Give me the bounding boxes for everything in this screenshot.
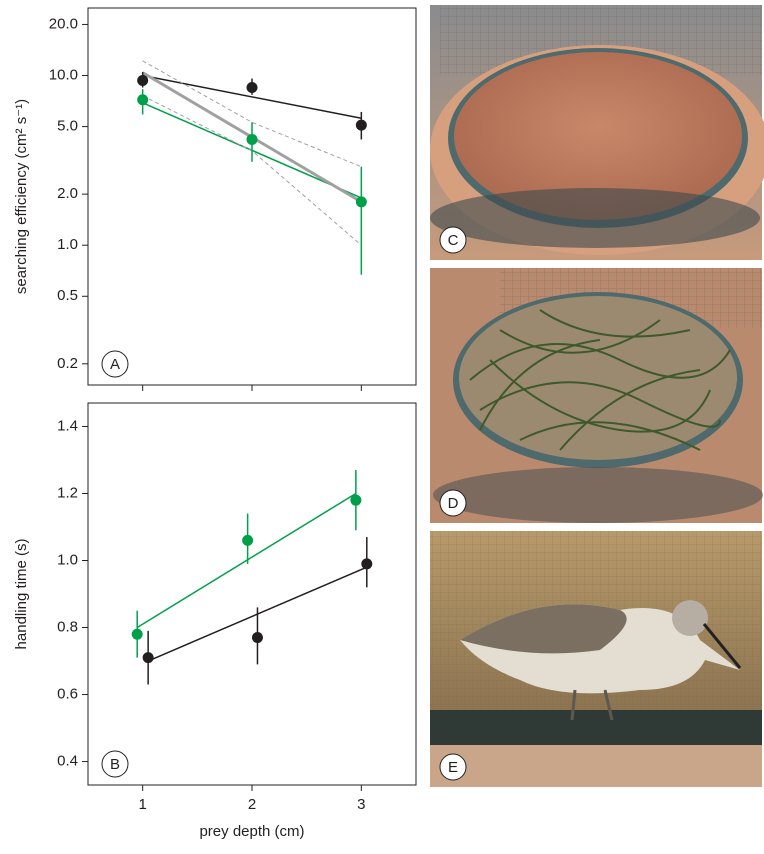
plot-frame bbox=[88, 403, 416, 785]
fit-line bbox=[137, 493, 356, 627]
data-point bbox=[252, 632, 263, 643]
data-point bbox=[350, 495, 361, 506]
y-axis-title: handling time (s) bbox=[13, 539, 30, 650]
y-tick-label: 5.0 bbox=[57, 118, 78, 135]
photo-label: E bbox=[448, 759, 458, 776]
photo-e bbox=[430, 531, 762, 787]
photo-label: D bbox=[448, 495, 459, 512]
figure: 20.0 10.0 5.0 2.0 1.0 0.5 0.2 searching efficie… bbox=[0, 0, 764, 849]
y-tick-label: 0.2 bbox=[57, 355, 78, 372]
data-point bbox=[132, 629, 143, 640]
y-tick-label: 0.8 bbox=[57, 618, 78, 635]
data-point bbox=[143, 652, 154, 663]
data-point bbox=[356, 196, 367, 207]
y-tick-label: 1.0 bbox=[57, 551, 78, 568]
data-point bbox=[137, 75, 148, 86]
y-tick-label: 1.0 bbox=[57, 236, 78, 253]
data-point bbox=[247, 134, 258, 145]
data-point bbox=[247, 82, 258, 93]
x-tick-label: 1 bbox=[138, 796, 146, 813]
x-axis-title: prey depth (cm) bbox=[199, 823, 304, 840]
plot-frame bbox=[88, 8, 416, 385]
y-tick-label: 0.4 bbox=[57, 753, 78, 770]
panel-label: A bbox=[110, 356, 120, 373]
y-tick-label: 1.2 bbox=[57, 484, 78, 501]
page: 20.0 10.0 5.0 2.0 1.0 0.5 0.2 searching efficie… bbox=[0, 0, 764, 849]
y-tick-label: 10.0 bbox=[49, 66, 78, 83]
y-tick-label: 20.0 bbox=[49, 15, 78, 32]
panel-label: B bbox=[110, 756, 120, 773]
data-point bbox=[361, 558, 372, 569]
data-point bbox=[137, 94, 148, 105]
x-tick-label: 2 bbox=[248, 796, 256, 813]
photo-label: C bbox=[448, 232, 459, 249]
photo-c bbox=[430, 5, 764, 260]
data-point bbox=[242, 535, 253, 546]
y-tick-label: 0.5 bbox=[57, 287, 78, 304]
y-axis-title: searching efficiency (cm² s⁻¹) bbox=[13, 99, 30, 294]
fit-line bbox=[143, 96, 362, 245]
x-tick-label: 3 bbox=[357, 796, 365, 813]
y-tick-label: 2.0 bbox=[57, 185, 78, 202]
y-tick-label: 1.4 bbox=[57, 417, 78, 434]
photo-d bbox=[430, 268, 763, 523]
data-point bbox=[356, 120, 367, 131]
y-tick-label: 0.6 bbox=[57, 685, 78, 702]
